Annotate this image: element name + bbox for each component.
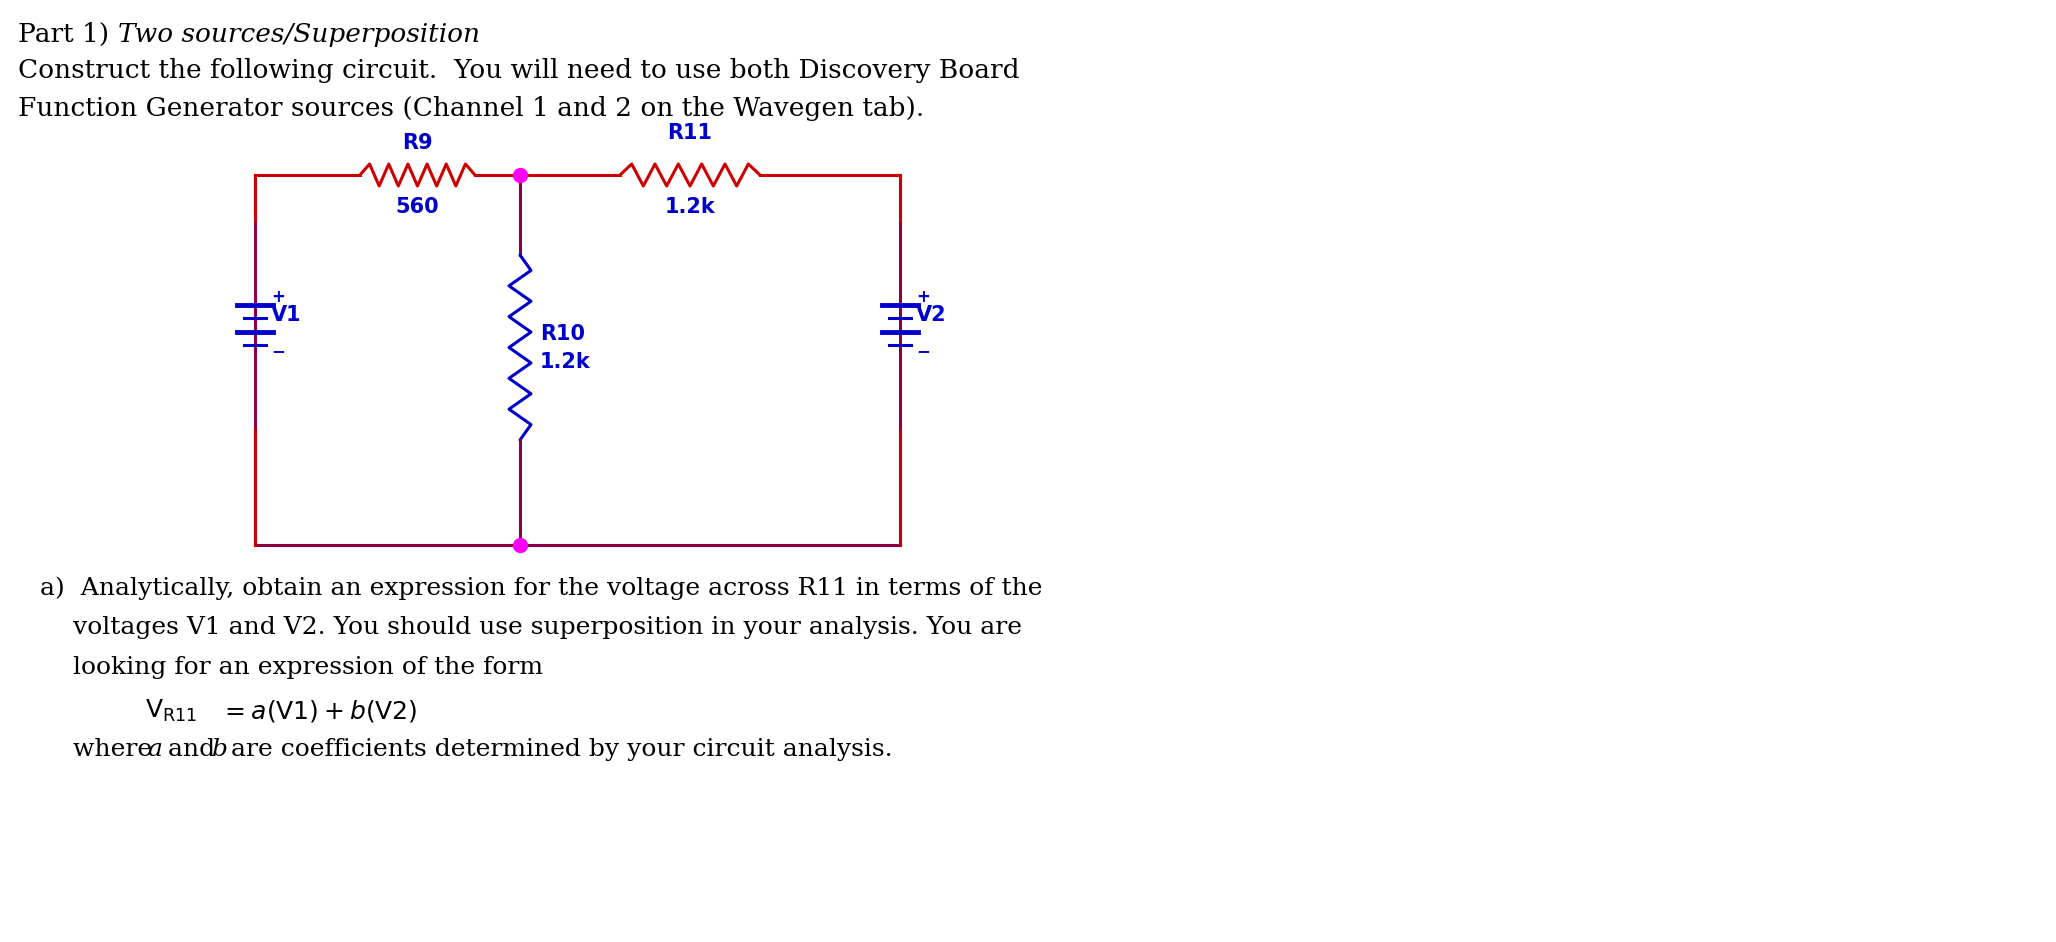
Text: 560: 560 <box>395 197 440 217</box>
Text: V2: V2 <box>917 305 946 325</box>
Text: Function Generator sources (Channel 1 and 2 on the Wavegen tab).: Function Generator sources (Channel 1 an… <box>19 96 925 121</box>
Text: 1.2k: 1.2k <box>664 197 715 217</box>
Text: R9: R9 <box>403 133 434 153</box>
Text: R10: R10 <box>541 323 586 344</box>
Text: and: and <box>160 738 224 761</box>
Text: are coefficients determined by your circuit analysis.: are coefficients determined by your circ… <box>222 738 892 761</box>
Text: a: a <box>146 738 162 761</box>
Text: b: b <box>212 738 228 761</box>
Text: R11: R11 <box>668 123 713 143</box>
Text: Two sources/Superposition: Two sources/Superposition <box>117 22 479 47</box>
Text: 1.2k: 1.2k <box>541 351 590 371</box>
Text: looking for an expression of the form: looking for an expression of the form <box>74 656 543 679</box>
Text: −: − <box>917 342 929 360</box>
Text: a)  Analytically, obtain an expression for the voltage across R11 in terms of th: a) Analytically, obtain an expression fo… <box>39 576 1042 599</box>
Text: $= a(\mathrm{V1})+b(\mathrm{V2})$: $= a(\mathrm{V1})+b(\mathrm{V2})$ <box>220 698 417 724</box>
Text: voltages V1 and V2. You should use superposition in your analysis. You are: voltages V1 and V2. You should use super… <box>74 616 1022 639</box>
Text: Construct the following circuit.  You will need to use both Discovery Board: Construct the following circuit. You wil… <box>19 58 1020 83</box>
Text: $\mathrm{V}_{\mathrm{R11}}$: $\mathrm{V}_{\mathrm{R11}}$ <box>146 698 197 724</box>
Text: Part 1): Part 1) <box>19 22 117 47</box>
Text: where: where <box>74 738 160 761</box>
Text: +: + <box>917 288 929 306</box>
Text: V1: V1 <box>271 305 302 325</box>
Text: −: − <box>271 342 286 360</box>
Text: +: + <box>271 288 286 306</box>
